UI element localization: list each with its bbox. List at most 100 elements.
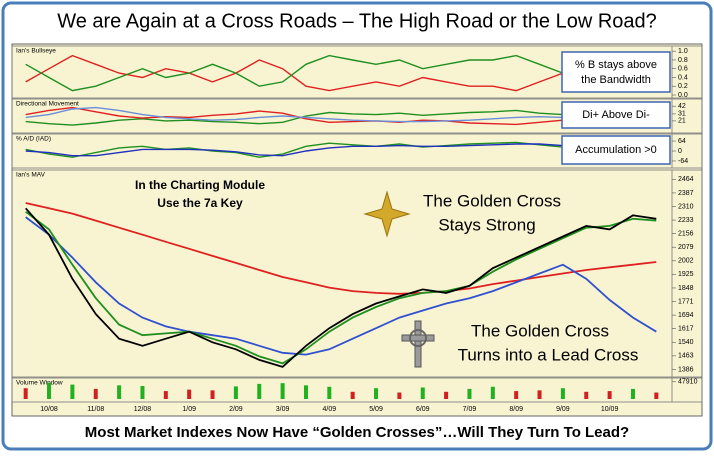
bar [117, 385, 122, 399]
y-tick-label: -64 [678, 158, 688, 165]
y-tick-label: 1463 [678, 353, 694, 360]
note: In the Charting Module [135, 178, 265, 192]
page-title: We are Again at a Cross Roads – The High… [57, 10, 657, 32]
panel [11, 133, 703, 169]
bar [187, 389, 192, 399]
y-tick-label: 42 [678, 103, 686, 110]
bar [467, 388, 472, 399]
x-tick-label: 3/09 [276, 406, 290, 413]
panel-label: Volume Window [16, 380, 63, 387]
note: the Bandwidth [581, 74, 651, 86]
panel [11, 377, 703, 403]
y-tick-label: 0.0 [678, 92, 688, 99]
y-tick-label: 1540 [678, 339, 694, 346]
bar [280, 383, 285, 399]
note-box [561, 51, 671, 93]
panel-label: Ian's MAV [16, 172, 46, 179]
y-tick-label: 2310 [678, 203, 694, 210]
bar [560, 388, 565, 399]
y-tick-label: 2387 [678, 190, 694, 197]
footer: Most Market Indexes Now Have “Golden Cro… [85, 424, 629, 441]
bar [93, 388, 98, 399]
panel-label: Ian's Bullseye [16, 48, 56, 55]
x-tick-label: 12/08 [134, 406, 152, 413]
panel [11, 169, 703, 378]
bar [257, 383, 262, 399]
y-tick-label: 0 [678, 148, 682, 155]
y-tick-label: 1617 [678, 326, 694, 333]
x-tick-label: 10/09 [601, 406, 619, 413]
y-tick-label: 0.6 [678, 66, 688, 73]
bar [70, 384, 75, 399]
x-tick-label: 2/09 [229, 406, 243, 413]
bar [607, 391, 612, 399]
series-line [25, 202, 657, 295]
series-line [25, 216, 657, 356]
note: Stays Strong [438, 215, 535, 234]
bar [537, 390, 542, 399]
bar [47, 382, 52, 399]
bar [374, 388, 379, 399]
y-tick-label: 0.2 [678, 83, 688, 90]
note-box [561, 101, 671, 129]
x-tick-label: 8/09 [509, 406, 523, 413]
y-tick-label: 0.4 [678, 74, 688, 81]
y-tick-label: 1.0 [678, 48, 688, 55]
note: The Golden Cross [471, 321, 609, 340]
panel-label: Directional Movement [16, 101, 79, 108]
series-line [25, 54, 657, 92]
series-line [25, 211, 657, 365]
y-tick-label: 2233 [678, 217, 694, 224]
x-tick-label: 1/09 [182, 406, 196, 413]
x-tick-label: 11/08 [87, 406, 104, 413]
bar [584, 391, 589, 399]
series-line [25, 106, 657, 123]
y-tick-label: 1771 [678, 298, 694, 305]
note-box [561, 135, 671, 165]
series-line [25, 141, 657, 158]
series-line [25, 109, 657, 126]
note: Turns into a Lead Cross [458, 345, 639, 364]
bar [514, 391, 519, 399]
bar [327, 386, 332, 399]
panel-label: % A/D (IAD) [16, 136, 51, 143]
y-tick-label: 2079 [678, 244, 694, 251]
y-tick-label: 47910 [678, 379, 698, 386]
bar [350, 391, 355, 399]
note: Di+ Above Di- [582, 109, 650, 121]
bar [210, 390, 215, 399]
y-tick-label: 0.8 [678, 57, 688, 64]
series-line [25, 207, 657, 368]
x-tick-label: 6/09 [416, 406, 430, 413]
y-tick-label: 1925 [678, 271, 694, 278]
panel [11, 98, 703, 134]
note: % B stays above [575, 59, 657, 71]
bar [397, 392, 402, 399]
x-tick-label: 7/09 [463, 406, 477, 413]
panel [11, 45, 703, 99]
y-tick-label: 21 [678, 118, 686, 125]
x-tick-label: 5/09 [369, 406, 383, 413]
y-tick-label: 1848 [678, 285, 694, 292]
y-tick-label: 2464 [678, 176, 694, 183]
bar [233, 386, 238, 399]
note: Use the 7a Key [157, 196, 243, 210]
note: Accumulation >0 [575, 144, 657, 156]
bar [303, 385, 308, 399]
series-line [25, 54, 657, 92]
bar [420, 387, 425, 399]
bar [490, 386, 495, 399]
x-tick-label: 10/08 [40, 406, 58, 413]
bar [444, 391, 449, 399]
lead-cross-icon [401, 320, 435, 368]
y-tick-label: 2156 [678, 230, 694, 237]
bar [630, 388, 635, 399]
y-tick-label: 64 [678, 138, 686, 145]
golden-cross-icon [363, 190, 411, 238]
bar [23, 388, 28, 399]
y-tick-label: 1386 [678, 366, 694, 373]
series-line [25, 106, 657, 126]
y-tick-label: 31 [678, 111, 686, 118]
